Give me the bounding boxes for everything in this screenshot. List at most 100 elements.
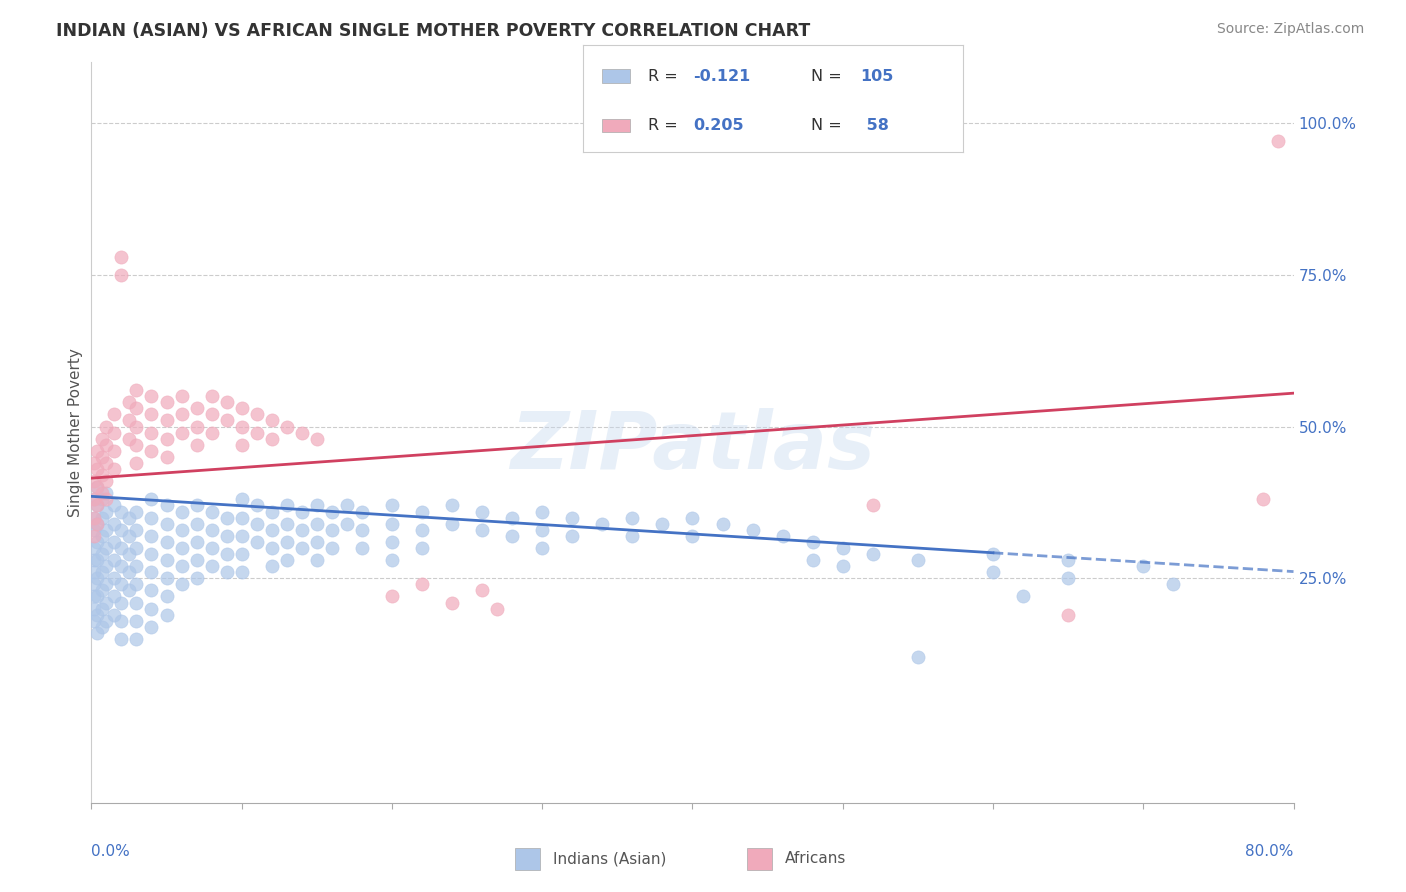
Point xyxy=(141,510,163,524)
Point xyxy=(1132,559,1154,574)
Point xyxy=(103,516,125,531)
Text: -0.121: -0.121 xyxy=(693,69,751,84)
Text: 58: 58 xyxy=(860,118,889,133)
Point xyxy=(110,250,132,264)
Point xyxy=(291,541,314,555)
Point xyxy=(141,389,163,403)
Point xyxy=(907,650,929,665)
Point xyxy=(83,510,105,524)
Point xyxy=(118,432,141,446)
Point xyxy=(801,553,824,567)
Text: N =: N = xyxy=(811,118,848,133)
Point xyxy=(141,408,163,422)
Point xyxy=(103,553,125,567)
Point xyxy=(86,480,108,494)
Point xyxy=(125,438,148,452)
Point xyxy=(86,480,108,494)
Point xyxy=(86,571,108,585)
Text: ZIPatlas: ZIPatlas xyxy=(510,409,875,486)
Point xyxy=(103,571,125,585)
Point xyxy=(86,499,108,513)
Point xyxy=(291,523,314,537)
Point xyxy=(201,389,224,403)
Point xyxy=(981,547,1004,561)
Point xyxy=(103,607,125,622)
Point xyxy=(276,419,298,434)
Point xyxy=(201,425,224,440)
Point xyxy=(155,553,177,567)
Point xyxy=(305,499,328,513)
Text: N =: N = xyxy=(811,69,848,84)
Point xyxy=(125,595,148,609)
Point xyxy=(501,529,523,543)
Point xyxy=(201,408,224,422)
Point xyxy=(260,413,283,427)
Point xyxy=(186,534,208,549)
Point xyxy=(83,541,105,555)
Point xyxy=(411,541,433,555)
Point xyxy=(110,541,132,555)
Point xyxy=(125,523,148,537)
Text: R =: R = xyxy=(648,69,683,84)
Point xyxy=(336,499,359,513)
Point xyxy=(141,601,163,615)
Point xyxy=(201,541,224,555)
Point xyxy=(170,523,193,537)
Point xyxy=(591,516,613,531)
Point xyxy=(90,510,112,524)
Point xyxy=(1012,590,1035,604)
Point xyxy=(96,492,118,507)
Point xyxy=(125,541,148,555)
Point xyxy=(90,601,112,615)
Point xyxy=(96,577,118,591)
Point xyxy=(110,523,132,537)
Point xyxy=(215,565,238,579)
Point xyxy=(125,401,148,416)
Point xyxy=(155,395,177,409)
Point xyxy=(186,419,208,434)
Point xyxy=(350,541,373,555)
Point xyxy=(83,601,105,615)
Text: Source: ZipAtlas.com: Source: ZipAtlas.com xyxy=(1216,22,1364,37)
Point xyxy=(83,492,105,507)
Point xyxy=(381,534,404,549)
Point xyxy=(96,523,118,537)
Point xyxy=(321,523,343,537)
Point xyxy=(96,541,118,555)
Point xyxy=(118,529,141,543)
Bar xyxy=(515,847,540,870)
Point xyxy=(90,620,112,634)
Point xyxy=(90,468,112,483)
Point xyxy=(83,523,105,537)
Point xyxy=(246,534,269,549)
Point xyxy=(772,529,794,543)
Point xyxy=(86,516,108,531)
Point xyxy=(90,529,112,543)
Point xyxy=(260,541,283,555)
Point xyxy=(83,590,105,604)
Point xyxy=(103,462,125,476)
Point xyxy=(90,432,112,446)
Point xyxy=(501,510,523,524)
Point xyxy=(118,395,141,409)
Point xyxy=(681,510,703,524)
Point xyxy=(118,413,141,427)
Point xyxy=(681,116,703,130)
Point xyxy=(831,541,853,555)
Point xyxy=(186,438,208,452)
Point xyxy=(155,499,177,513)
Point xyxy=(201,559,224,574)
Point xyxy=(260,523,283,537)
Point xyxy=(1267,134,1289,148)
Point xyxy=(276,553,298,567)
Point xyxy=(83,456,105,470)
Point xyxy=(141,529,163,543)
Point xyxy=(118,565,141,579)
Point xyxy=(231,419,253,434)
Point xyxy=(118,510,141,524)
Point xyxy=(103,443,125,458)
Point xyxy=(170,425,193,440)
Point xyxy=(471,504,494,518)
Point xyxy=(276,534,298,549)
Point xyxy=(96,456,118,470)
